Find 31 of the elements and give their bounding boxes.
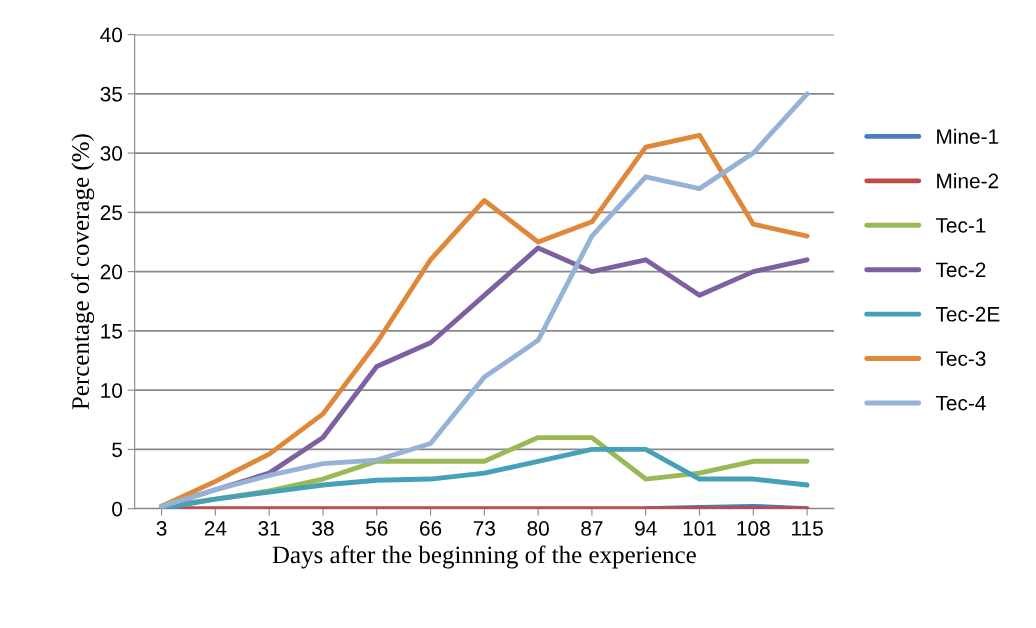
legend-label: Tec-4: [935, 395, 986, 411]
x-tick-label: 108: [737, 521, 770, 536]
legend-label: Mine-1: [937, 128, 999, 144]
y-tick-label: 25: [100, 205, 122, 221]
legend-label: Tec-3: [935, 351, 986, 367]
x-tick-label: 56: [365, 521, 388, 536]
y-tick-label: 10: [101, 383, 123, 398]
x-tick-label: 87: [581, 521, 603, 536]
legend-label: Tec-1: [935, 218, 986, 233]
x-tick-label: 66: [420, 521, 442, 536]
x-tick-label: 73: [473, 521, 495, 536]
y-tick-label: 40: [100, 27, 123, 43]
y-tick-label: 0: [112, 501, 123, 517]
x-tick-label: 80: [527, 521, 549, 536]
y-tick-label: 20: [100, 264, 123, 280]
y-tick-label: 30: [100, 146, 123, 161]
x-tick-label: 38: [312, 521, 334, 536]
x-tick-label: 101: [683, 521, 716, 536]
legend-label: Mine-2: [937, 173, 999, 189]
y-tick-label: 15: [101, 324, 122, 339]
x-tick-label: 3: [156, 521, 167, 536]
legend-label: Tec-2: [935, 262, 986, 278]
x-tick-label: 115: [792, 521, 823, 536]
x-tick-label: 24: [204, 521, 227, 536]
x-axis-title: Days after the beginning of the experience: [272, 545, 696, 569]
y-axis-title: Percentage of coverage (%): [71, 134, 95, 410]
y-tick-label: 5: [112, 442, 122, 458]
y-tick-label: 35: [100, 86, 122, 102]
x-tick-label: 94: [635, 521, 657, 536]
legend-label: Tec-2E: [935, 306, 1000, 322]
x-tick-label: 31: [258, 521, 280, 536]
